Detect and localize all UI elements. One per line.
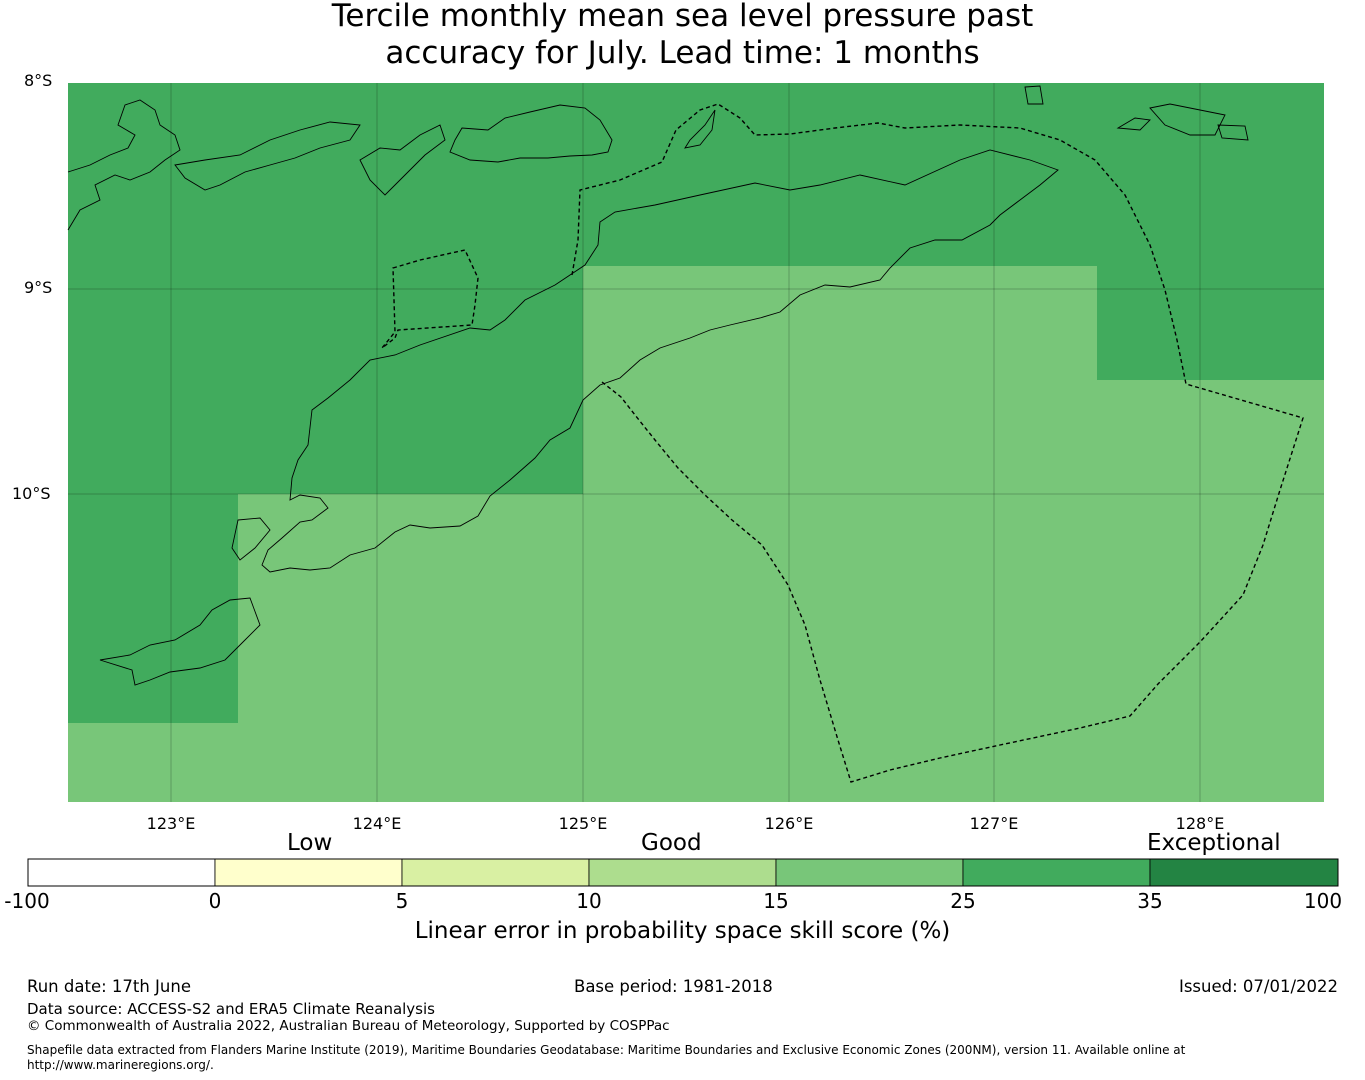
coastline-timor <box>261 149 1059 573</box>
graticule <box>68 83 1324 802</box>
lat-label-10s: 10°S <box>12 484 51 503</box>
coastline-alor <box>67 99 181 231</box>
eez-timor-leste-north <box>571 103 1304 783</box>
coastline-pantar <box>174 121 361 191</box>
base-period: Base period: 1981-2018 <box>574 977 773 996</box>
colorbar-tick-5: 25 <box>950 889 976 913</box>
colorbar-category-exceptional: Exceptional <box>1147 830 1281 856</box>
shapefile-credit-line-1: Shapefile data extracted from Flanders M… <box>27 1043 1186 1057</box>
coastline-rote <box>231 517 271 561</box>
coastline-sawu <box>99 597 261 686</box>
colorbar-tick-6: 35 <box>1137 889 1163 913</box>
lon-label-124e: 124°E <box>352 814 402 833</box>
coastline-small-island-3 <box>1024 85 1044 105</box>
lat-label-8s: 8°S <box>24 71 53 90</box>
colorbar-tick-0: -100 <box>4 889 50 913</box>
skill-field-good <box>68 266 1324 802</box>
colorbar-category-low: Low <box>287 830 333 856</box>
title-line-2: accuracy for July. Lead time: 1 months <box>385 35 980 71</box>
lon-label-128e: 128°E <box>1175 814 1225 833</box>
coastlines <box>67 85 1249 686</box>
copyright: © Commonwealth of Australia 2022, Austra… <box>27 1018 670 1034</box>
run-date: Run date: 17th June <box>27 977 191 996</box>
colorbar-tick-7: 100 <box>1303 889 1343 913</box>
data-source: Data source: ACCESS-S2 and ERA5 Climate … <box>27 1000 435 1018</box>
colorbar-tick-1: 0 <box>208 889 222 913</box>
coastline-wetar <box>449 104 613 163</box>
coastline-small-island-6 <box>1217 124 1249 141</box>
lon-label-125e: 125°E <box>558 814 608 833</box>
colorbar-category-good: Good <box>641 830 702 856</box>
colorbar-tick-2: 5 <box>395 889 409 913</box>
colorbar-label: Linear error in probability space skill … <box>414 918 951 944</box>
colorbar-tick-3: 10 <box>576 889 602 913</box>
chart-title: Tercile monthly mean sea level pressure … <box>0 0 1365 72</box>
lon-label-127e: 127°E <box>969 814 1019 833</box>
shapefile-credit-line-2: http://www.marineregions.org/. <box>27 1058 214 1072</box>
lon-label-123e: 123°E <box>146 814 196 833</box>
lon-label-126e: 126°E <box>764 814 814 833</box>
lat-label-9s: 9°S <box>24 278 53 297</box>
eez-oecusse <box>381 249 479 349</box>
coastline-small-island-1 <box>359 124 446 196</box>
colorbar-tick-4: 15 <box>763 889 789 913</box>
eez-boundaries <box>381 103 1304 783</box>
issued-date: Issued: 07/01/2022 <box>1178 977 1338 996</box>
coastline-small-island-5 <box>1116 117 1151 131</box>
title-line-1: Tercile monthly mean sea level pressure … <box>331 0 1034 34</box>
coastline-small-island-2 <box>684 109 716 149</box>
